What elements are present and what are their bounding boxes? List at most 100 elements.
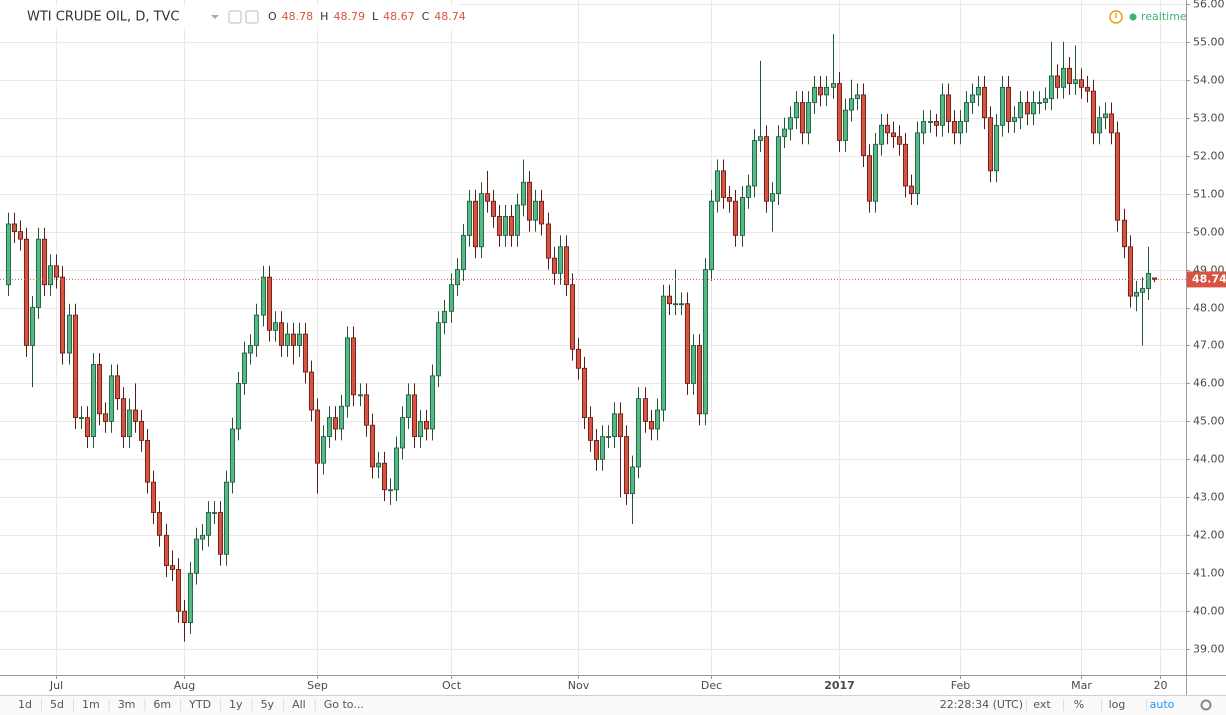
candle-body [253, 314, 260, 346]
option-button[interactable]: ext [1033, 698, 1051, 711]
candle-body [830, 83, 837, 88]
range-button[interactable]: 3m [118, 698, 136, 711]
y-tick-label: 55.00 [1193, 36, 1225, 49]
candle-body [775, 136, 782, 195]
candle-body [484, 193, 491, 202]
option-button[interactable]: auto [1150, 698, 1175, 711]
warning-mark [1115, 13, 1117, 18]
range-button[interactable]: 1d [18, 698, 32, 711]
candle-body [666, 295, 673, 305]
candle-body [150, 481, 157, 513]
candle-body [363, 394, 370, 426]
settings-gear[interactable] [1200, 699, 1212, 711]
symbol-title[interactable]: WTI CRUDE OIL, D, TVC [27, 10, 180, 25]
candle-body [823, 86, 830, 96]
candle-body [629, 466, 636, 494]
candle-body [144, 439, 151, 483]
candle-body [490, 200, 497, 217]
candle-body [1060, 67, 1067, 88]
option-button[interactable]: % [1074, 698, 1084, 711]
range-button[interactable]: 1m [82, 698, 100, 711]
ohlc-value: 48.79 [333, 10, 365, 23]
candle-body [454, 269, 461, 286]
candle-body [642, 398, 649, 422]
candle-body [478, 193, 485, 248]
candle-body [1096, 117, 1103, 134]
candle-body [429, 375, 436, 430]
candle-body [872, 143, 879, 202]
y-tick-label: 51.00 [1193, 188, 1225, 201]
x-tick-label: Nov [568, 679, 590, 692]
candle-body [72, 314, 79, 419]
candle-body [35, 238, 42, 308]
candle-body [381, 462, 388, 491]
candle-body [605, 436, 612, 438]
option-button[interactable]: log [1109, 698, 1126, 711]
candle-body [751, 140, 758, 187]
candle-body [23, 238, 30, 346]
range-button[interactable]: 6m [153, 698, 171, 711]
y-tick-label: 45.00 [1193, 415, 1225, 428]
candle-body [302, 333, 309, 373]
ohlc-label: C [422, 10, 430, 23]
candle-body [41, 238, 48, 286]
candle-body [884, 124, 891, 134]
realtime-label: realtime [1141, 10, 1187, 23]
candle-body [1066, 67, 1073, 84]
dropdown-arrow[interactable] [211, 15, 219, 19]
candle-body [908, 185, 915, 195]
candle-body [575, 348, 582, 369]
x-tick-label: Sep [307, 679, 328, 692]
range-button[interactable]: 5y [261, 698, 275, 711]
range-button[interactable]: All [292, 698, 306, 711]
candle-body [1102, 113, 1109, 119]
candle-body [520, 181, 527, 206]
candle-body [878, 124, 885, 145]
goto-button[interactable]: Go to... [324, 698, 364, 711]
candle-body [842, 109, 849, 141]
candle-body [957, 121, 964, 134]
candle-body [1133, 291, 1140, 297]
candle-body [1036, 102, 1043, 104]
warning-icon[interactable] [1109, 10, 1123, 24]
candle-body [532, 200, 539, 221]
candle-body [460, 234, 467, 270]
candle-body [581, 367, 588, 419]
candle-body [854, 94, 861, 100]
candle-body [799, 102, 806, 134]
range-button[interactable]: 5d [50, 698, 64, 711]
candle-body [763, 136, 770, 202]
candle-body [1017, 102, 1024, 119]
candle-body [793, 102, 800, 119]
candle-body [545, 223, 552, 259]
candle-body [654, 409, 661, 430]
settings-icon[interactable] [228, 10, 242, 24]
candle-body [1078, 79, 1085, 88]
range-button[interactable]: YTD [188, 698, 211, 711]
axes: 39.00 40.00 41.00 42.00 43.00 44.00 45.00 46.00… [49, 0, 1226, 692]
y-tick-label: 42.00 [1193, 529, 1225, 542]
candle-body [593, 439, 600, 460]
candle-body [169, 565, 176, 570]
candle-body [175, 569, 182, 612]
candle-body [405, 394, 412, 419]
candle-body [1090, 90, 1097, 134]
candle-body [66, 314, 73, 354]
candle-body [1030, 102, 1037, 115]
candle-body [945, 94, 952, 122]
candle-body [975, 86, 982, 96]
candle-body [805, 102, 812, 134]
toolbar [0, 695, 1226, 715]
candle-body [902, 143, 909, 187]
close-icon[interactable] [245, 10, 259, 24]
candle-body [811, 86, 818, 103]
range-button[interactable]: 1y [229, 698, 243, 711]
candle-body [181, 610, 188, 624]
candle-body [963, 102, 970, 122]
candle-body [563, 246, 570, 286]
candle-body [229, 428, 236, 483]
candle-body [102, 413, 109, 422]
candle-body [205, 512, 212, 536]
